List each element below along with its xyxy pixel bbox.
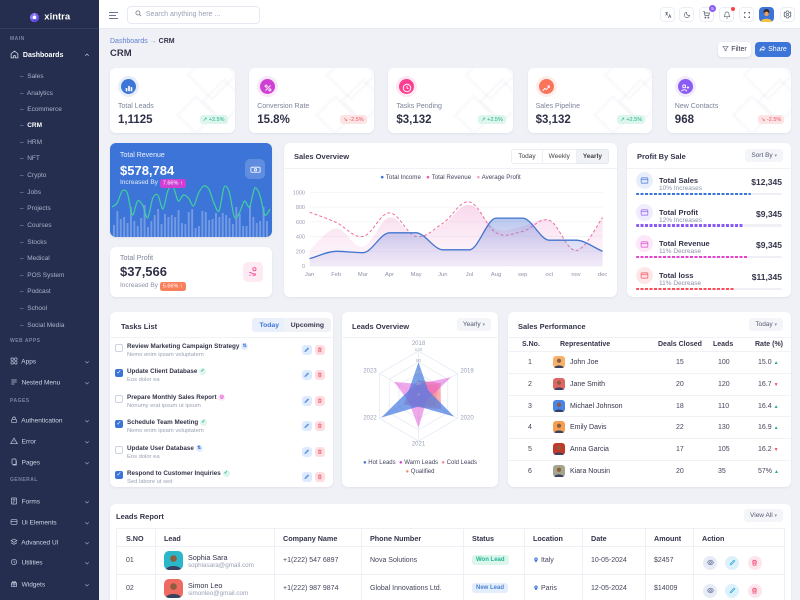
svg-text:dec: dec bbox=[598, 272, 607, 278]
svg-text:0: 0 bbox=[302, 264, 305, 270]
svg-text:Mar: Mar bbox=[358, 272, 368, 278]
svg-text:60: 60 bbox=[416, 370, 422, 375]
svg-text:1000: 1000 bbox=[293, 190, 305, 196]
svg-text:nov: nov bbox=[571, 272, 580, 278]
svg-text:2023: 2023 bbox=[363, 369, 377, 375]
svg-text:600: 600 bbox=[296, 220, 305, 226]
svg-text:400: 400 bbox=[296, 235, 305, 241]
svg-text:Apr: Apr bbox=[385, 272, 394, 278]
svg-text:sep: sep bbox=[518, 272, 527, 278]
svg-text:2021: 2021 bbox=[412, 442, 426, 448]
svg-text:oct: oct bbox=[545, 272, 553, 278]
svg-text:120: 120 bbox=[415, 347, 423, 352]
svg-text:30: 30 bbox=[416, 381, 422, 386]
svg-text:May: May bbox=[411, 272, 422, 278]
svg-text:2019: 2019 bbox=[460, 369, 474, 375]
svg-text:2018: 2018 bbox=[412, 341, 426, 347]
svg-text:0: 0 bbox=[417, 392, 420, 397]
svg-text:Aug: Aug bbox=[491, 272, 501, 278]
svg-text:200: 200 bbox=[296, 249, 305, 255]
svg-text:Jul: Jul bbox=[466, 272, 473, 278]
svg-text:Jan: Jan bbox=[305, 272, 314, 278]
svg-text:2020: 2020 bbox=[460, 416, 474, 422]
svg-text:800: 800 bbox=[296, 205, 305, 211]
svg-text:90: 90 bbox=[416, 358, 422, 363]
svg-text:Jun: Jun bbox=[438, 272, 447, 278]
svg-text:2022: 2022 bbox=[363, 416, 377, 422]
svg-text:Feb: Feb bbox=[331, 272, 341, 278]
